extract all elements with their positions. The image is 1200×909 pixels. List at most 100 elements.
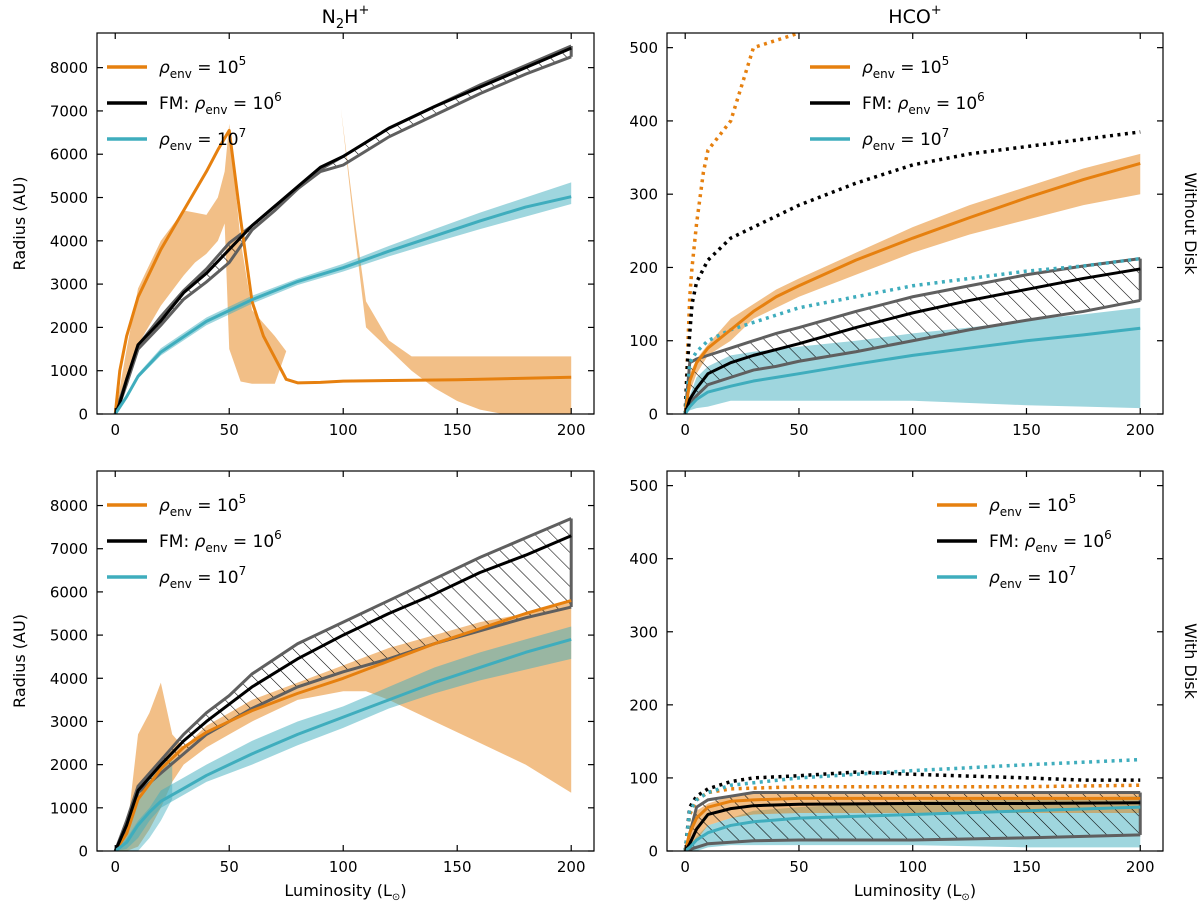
series-line-tl-5 (113, 195, 572, 414)
axes-frame-tr (666, 32, 1164, 415)
y-axis-label: Radius (AU) (10, 177, 29, 271)
series-line-bl-4 (113, 599, 572, 851)
y-tick-label: 500 (629, 477, 658, 495)
axes-frame-tl (96, 32, 595, 415)
panel-tr: 0 50 100 150 200 0 100 200 300 400 500 HCO+ Without … (629, 3, 1200, 439)
y-tick-label: 5000 (50, 189, 88, 207)
dotted-line-tr-3 (683, 33, 800, 414)
y-tick-label: 100 (629, 769, 658, 787)
y-tick-label: 200 (629, 259, 658, 277)
y-tick-label: 400 (629, 550, 658, 568)
y-tick-label: 500 (629, 39, 658, 57)
y-axis-label: Radius (AU) (10, 614, 29, 708)
column-title: N2H+ (322, 3, 370, 32)
hatch-lower-edge-tr (683, 298, 1141, 414)
hatch-band-tr-2 (685, 258, 1141, 414)
x-tick-label: 50 (220, 858, 239, 876)
series-line-bl-5 (113, 534, 572, 851)
x-tick-label: 100 (898, 421, 927, 439)
legend-label-orange: ρenv = 105 (159, 54, 246, 81)
legend-label-black: FM: ρenv = 106 (989, 528, 1112, 555)
legend-label-teal: ρenv = 107 (159, 564, 246, 591)
plot-area-tr (683, 33, 1142, 414)
x-tick-label: 100 (329, 421, 358, 439)
x-tick-label: 150 (443, 858, 472, 876)
y-tick-label: 400 (629, 112, 658, 130)
x-tick-label: 200 (1126, 421, 1155, 439)
legend-label-teal: ρenv = 107 (159, 126, 246, 153)
y-tick-label: 0 (78, 843, 88, 861)
hatch-band-bl-3 (115, 518, 572, 851)
x-tick-label: 100 (329, 858, 358, 876)
series-line-tr-6 (683, 161, 1141, 414)
y-tick-label: 8000 (50, 59, 88, 77)
row-label: Without Disk (1181, 173, 1200, 276)
chart-layer: 0 50 100 150 2000100020003000400050006000700… (10, 3, 1200, 903)
x-tick-label: 150 (443, 421, 472, 439)
hatch-upper-edge-br (683, 791, 1141, 851)
y-tick-label: 4000 (50, 232, 88, 250)
dotted-line-br-4 (683, 770, 1141, 851)
x-axis-label: Luminosity (L⊙) (854, 881, 976, 903)
y-tick-label: 3000 (50, 276, 88, 294)
x-tick-label: 200 (557, 421, 586, 439)
x-tick-label: 200 (557, 858, 586, 876)
x-tick-label: 50 (789, 421, 808, 439)
legend-label-teal: ρenv = 107 (862, 126, 949, 153)
y-tick-label: 6000 (50, 583, 88, 601)
row-label: With Disk (1181, 623, 1200, 700)
y-tick-label: 7000 (50, 102, 88, 120)
panel-br: 0 50 100 150 200 0 100 200 300 400 500 Luminosity (… (629, 470, 1200, 903)
series-line-br-6 (683, 796, 1141, 851)
x-tick-label: 150 (1012, 858, 1041, 876)
dotted-line-tr-4 (683, 130, 1141, 414)
axes-frame-br (666, 470, 1164, 852)
legend-label-teal: ρenv = 107 (989, 564, 1076, 591)
legend-label-orange: ρenv = 105 (159, 492, 246, 519)
y-tick-label: 0 (78, 406, 88, 424)
panel-tl: 0 50 100 150 2000100020003000400050006000700… (10, 3, 595, 439)
x-tick-label: 0 (110, 858, 120, 876)
series-line-bl-6 (114, 637, 572, 851)
plot-area-bl (113, 517, 573, 851)
x-axis-label: Luminosity (L⊙) (284, 881, 406, 903)
y-tick-label: 7000 (50, 540, 88, 558)
axes-frame-bl (96, 470, 595, 852)
dotted-line-br-5 (683, 757, 1141, 851)
band-bl-1 (115, 626, 572, 851)
hatch-lower-edge-br (684, 833, 1141, 851)
y-tick-label: 100 (629, 332, 658, 350)
y-tick-label: 2000 (50, 319, 88, 337)
hatch-upper-edge-bl (113, 517, 572, 851)
x-tick-label: 200 (1126, 858, 1155, 876)
legend-label-orange: ρenv = 105 (989, 492, 1076, 519)
y-tick-label: 8000 (50, 497, 88, 515)
series-line-tl-4 (113, 46, 572, 414)
band-tl-0 (115, 108, 572, 414)
band-tr-0 (685, 307, 1141, 414)
plot-area-br (683, 757, 1142, 851)
series-line-tr-8 (683, 326, 1141, 414)
legend-label-black: FM: ρenv = 106 (159, 90, 282, 117)
x-tick-label: 0 (680, 421, 690, 439)
y-tick-label: 0 (648, 406, 658, 424)
y-tick-label: 2000 (50, 756, 88, 774)
series-line-br-7 (683, 801, 1141, 851)
x-tick-label: 100 (898, 858, 927, 876)
y-tick-label: 0 (648, 843, 658, 861)
y-tick-label: 300 (629, 623, 658, 641)
series-line-br-8 (684, 805, 1141, 851)
x-tick-label: 50 (220, 421, 239, 439)
y-tick-label: 300 (629, 186, 658, 204)
dotted-line-tr-5 (683, 256, 1141, 414)
dotted-line-br-3 (683, 783, 1141, 851)
band-tr-1 (685, 153, 1141, 414)
y-tick-label: 4000 (50, 670, 88, 688)
series-line-tl-3 (113, 128, 572, 414)
y-tick-label: 3000 (50, 713, 88, 731)
y-tick-label: 1000 (50, 799, 88, 817)
legend-label-black: FM: ρenv = 106 (862, 90, 985, 117)
x-tick-label: 150 (1012, 421, 1041, 439)
y-tick-label: 6000 (50, 146, 88, 164)
